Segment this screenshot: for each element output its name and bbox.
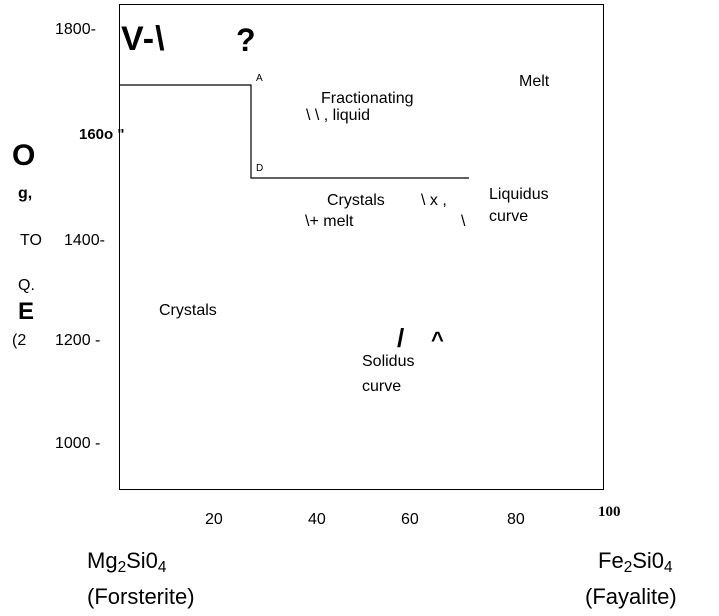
- point-a-label: A: [256, 73, 263, 84]
- crystals-melt-mark-1: \ x ,: [421, 192, 447, 209]
- fractionating-label: Fractionating: [321, 90, 414, 107]
- path-line-series: [119, 84, 469, 179]
- plot-frame: [119, 4, 604, 490]
- liquidus-label-2: curve: [489, 208, 529, 225]
- y-label-char-6: (2: [12, 332, 27, 349]
- right-formula-text: Fe2Si04: [598, 548, 673, 576]
- liquidus-label-1: Liquidus: [489, 186, 549, 203]
- left-endmember-name: (Forsterite): [87, 584, 195, 609]
- solidus-label-2: curve: [362, 378, 402, 395]
- crystals-melt-label-1: Crystals: [327, 192, 385, 209]
- x-tick-20: 20: [205, 511, 223, 528]
- top-mark-left: V-\: [121, 20, 166, 58]
- left-formula-text: Mg2Si04: [87, 548, 167, 576]
- x-tick-60: 60: [401, 511, 419, 528]
- y-tick-1600: 160o ": [79, 126, 125, 143]
- crystals-melt-label-2: \+ melt: [305, 213, 354, 230]
- y-tick-1800: 1800-: [55, 21, 96, 38]
- point-d-label: D: [256, 163, 264, 174]
- crystals-label: Crystals: [159, 302, 217, 319]
- solidus-mark-caret: ^: [431, 327, 444, 352]
- y-label-char-4: Q.: [18, 277, 35, 294]
- x-tick-80: 80: [507, 511, 525, 528]
- liquid-label: \ \ , liquid: [306, 107, 371, 124]
- y-tick-1400: 1400-: [64, 232, 105, 249]
- left-endmember-formula: Mg2Si04: [87, 548, 167, 576]
- y-tick-1200: 1200 -: [55, 332, 101, 349]
- melt-label: Melt: [519, 73, 550, 90]
- right-endmember-formula: Fe2Si04: [598, 548, 673, 576]
- y-tick-1000: 1000 -: [55, 435, 101, 452]
- y-label-char-1: O: [12, 139, 36, 172]
- top-mark-question: ?: [236, 22, 256, 58]
- crystals-melt-mark-2: \: [461, 213, 466, 230]
- solidus-mark-slash: /: [397, 323, 405, 353]
- y-label-char-5: E: [18, 298, 35, 325]
- right-endmember-name: (Fayalite): [585, 584, 677, 609]
- x-tick-100: 100: [598, 504, 621, 520]
- x-tick-40: 40: [308, 511, 326, 528]
- solidus-label-1: Solidus: [362, 353, 415, 370]
- y-label-char-3: TO: [20, 232, 42, 249]
- y-label-char-2: g,: [18, 185, 33, 202]
